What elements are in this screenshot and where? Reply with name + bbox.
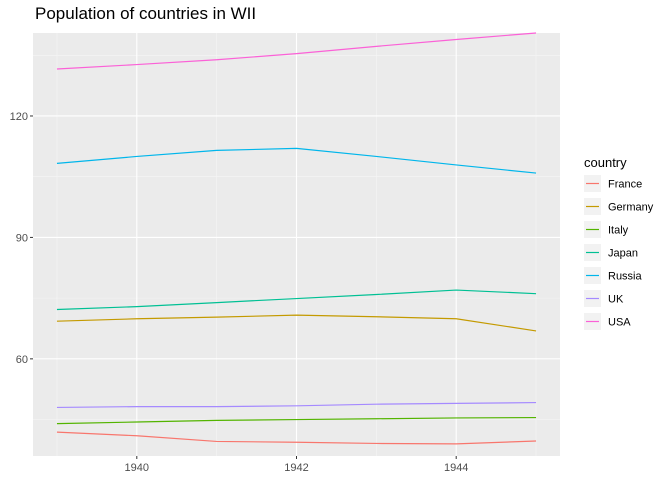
- x-tick-label: 1944: [444, 462, 468, 474]
- legend-title: country: [584, 155, 627, 170]
- legend-items: France Germany Italy Japan Russia UK USA: [584, 175, 654, 330]
- series-line-italy: [56, 416, 537, 425]
- x-axis: 1940 1942 1944: [125, 456, 468, 474]
- legend-item-russia: Russia: [584, 267, 643, 284]
- series-line-japan: [56, 289, 537, 311]
- legend-item-uk: UK: [584, 290, 624, 307]
- legend-item-france: France: [584, 175, 642, 192]
- y-axis: 60 90 120: [10, 111, 33, 366]
- legend-label: USA: [608, 317, 631, 329]
- legend-label: Japan: [608, 248, 638, 260]
- legend-label: Germany: [608, 202, 654, 214]
- y-tick-label: 120: [10, 111, 28, 123]
- major-gridlines: [33, 33, 560, 456]
- series-line-usa: [56, 32, 537, 70]
- series-line-uk: [56, 401, 537, 409]
- legend-label: Russia: [608, 271, 643, 283]
- series-line-france: [56, 431, 537, 445]
- legend-item-japan: Japan: [584, 244, 638, 261]
- y-tick-label: 90: [16, 232, 28, 244]
- legend-item-usa: USA: [584, 313, 631, 330]
- legend-label: UK: [608, 294, 624, 306]
- y-tick-label: 60: [16, 354, 28, 366]
- x-tick-label: 1942: [284, 462, 308, 474]
- legend-item-germany: Germany: [584, 198, 654, 215]
- series-line-germany: [56, 314, 537, 332]
- series-line-russia: [56, 147, 537, 174]
- x-tick-label: 1940: [125, 462, 149, 474]
- legend-item-italy: Italy: [584, 221, 629, 238]
- series-lines: [56, 32, 537, 445]
- legend-label: France: [608, 179, 642, 191]
- legend-label: Italy: [608, 225, 629, 237]
- chart-title: Population of countries in WII: [35, 4, 257, 23]
- legend: country France Germany Italy Japan Russia UK U…: [584, 155, 654, 330]
